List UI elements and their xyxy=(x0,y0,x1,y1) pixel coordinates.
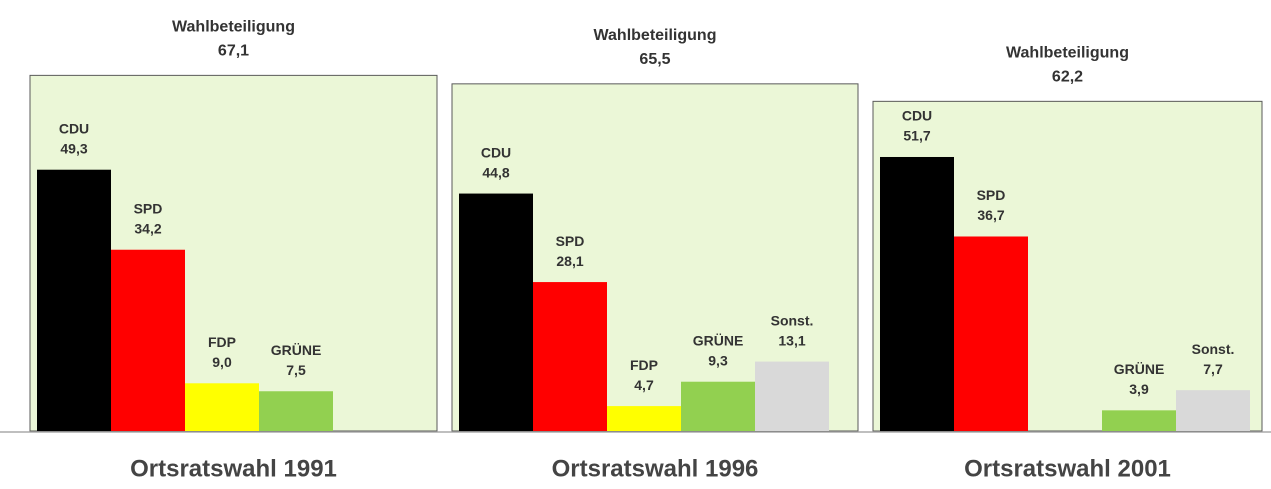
category-label: CDU xyxy=(902,108,932,124)
bar xyxy=(185,383,259,431)
category-label: FDP xyxy=(630,357,658,373)
category-label: FDP xyxy=(208,334,236,350)
value-label: 9,0 xyxy=(212,354,232,370)
value-label: 7,7 xyxy=(1203,361,1223,377)
value-label: 28,1 xyxy=(556,253,583,269)
category-label: SPD xyxy=(134,200,163,216)
bar xyxy=(37,169,111,431)
value-label: 44,8 xyxy=(482,164,509,180)
chart-title: Ortsratswahl 1991 xyxy=(130,455,337,482)
chart-title: Ortsratswahl 1996 xyxy=(552,455,759,482)
bar xyxy=(111,249,185,431)
category-label: SPD xyxy=(556,233,585,249)
chart-title: Ortsratswahl 2001 xyxy=(964,455,1171,482)
bar xyxy=(607,406,681,431)
category-label: SPD xyxy=(977,187,1006,203)
value-label: 34,2 xyxy=(134,220,161,236)
turnout-label: 62,2 xyxy=(1052,69,1083,86)
value-label: 3,9 xyxy=(1129,381,1149,397)
value-label: 13,1 xyxy=(778,332,805,348)
value-label: 7,5 xyxy=(286,362,306,378)
category-label: GRÜNE xyxy=(693,332,744,348)
category-label: Sonst. xyxy=(771,312,814,328)
category-label: GRÜNE xyxy=(271,342,322,358)
bar xyxy=(880,156,954,432)
subtitle: Wahlbeteiligung xyxy=(594,27,717,44)
value-label: 9,3 xyxy=(708,352,728,368)
bar xyxy=(459,193,533,431)
value-label: 36,7 xyxy=(977,207,1004,223)
value-label: 4,7 xyxy=(634,377,654,393)
bar xyxy=(954,236,1028,431)
bar xyxy=(755,361,829,431)
bar xyxy=(681,381,755,431)
bar xyxy=(533,282,607,431)
subtitle: Wahlbeteiligung xyxy=(172,19,295,36)
turnout-label: 65,5 xyxy=(639,51,670,68)
category-label: Sonst. xyxy=(1192,341,1235,357)
category-label: CDU xyxy=(59,120,89,136)
value-label: 49,3 xyxy=(60,140,87,156)
bar xyxy=(259,391,333,431)
bar xyxy=(1102,410,1176,431)
category-label: CDU xyxy=(481,144,511,160)
value-label: 51,7 xyxy=(903,128,930,144)
subtitle: Wahlbeteiligung xyxy=(1006,45,1129,62)
turnout-label: 67,1 xyxy=(218,43,249,60)
bar xyxy=(1176,390,1250,431)
category-label: GRÜNE xyxy=(1114,361,1165,377)
